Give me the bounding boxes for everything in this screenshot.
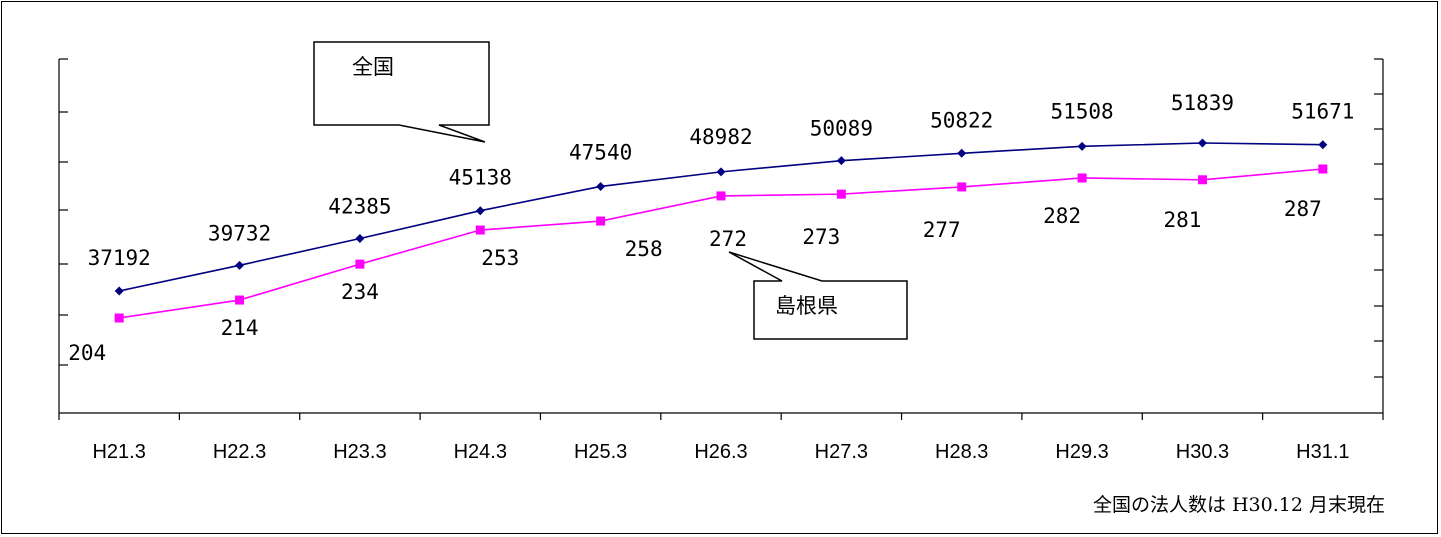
national-point — [1077, 141, 1087, 151]
data-label: 214 — [221, 316, 259, 340]
national-point — [355, 234, 365, 244]
series-line-national — [119, 142, 1323, 292]
x-tick-label: H24.3 — [454, 441, 507, 463]
x-tick-label: H26.3 — [694, 441, 747, 463]
data-label: 281 — [1163, 208, 1201, 232]
shimane-point — [1077, 173, 1087, 183]
data-label: 48982 — [689, 125, 752, 149]
x-tick-label: H25.3 — [574, 441, 627, 463]
national-point — [596, 181, 606, 191]
data-label: 37192 — [88, 246, 151, 270]
data-label: 287 — [1284, 197, 1322, 221]
data-label: 39732 — [208, 221, 271, 245]
x-tick-label: H27.3 — [815, 441, 868, 463]
callout-national-label: 全国 — [352, 55, 394, 79]
national-point — [1318, 140, 1328, 150]
national-point — [957, 148, 967, 158]
shimane-point — [957, 182, 967, 192]
x-tick-label: H21.3 — [92, 441, 145, 463]
data-label: 253 — [481, 246, 519, 270]
data-label: 258 — [625, 237, 663, 261]
shimane-point — [114, 313, 124, 323]
x-tick-label: H29.3 — [1055, 441, 1108, 463]
data-label: 51671 — [1291, 100, 1354, 124]
shimane-point — [475, 225, 485, 235]
shimane-point — [716, 191, 726, 201]
shimane-point — [1197, 175, 1207, 185]
national-point — [1197, 138, 1207, 148]
x-tick-label: H23.3 — [333, 441, 386, 463]
shimane-point — [836, 189, 846, 199]
footnote: 全国の法人数は H30.12 月末現在 — [1092, 494, 1385, 516]
shimane-point — [235, 295, 245, 305]
data-label: 50822 — [930, 108, 993, 132]
callout-shimane-label: 島根県 — [775, 294, 838, 318]
x-tick-label: H28.3 — [935, 441, 988, 463]
national-point — [475, 206, 485, 216]
national-point — [836, 156, 846, 166]
data-label: 45138 — [449, 166, 512, 190]
data-label: 234 — [341, 280, 379, 304]
data-label: 51508 — [1050, 99, 1113, 123]
shimane-point — [596, 216, 606, 226]
shimane-point — [355, 259, 365, 269]
national-point — [716, 167, 726, 177]
national-point — [114, 286, 124, 296]
x-tick-label: H31.1 — [1296, 441, 1349, 463]
x-tick-label: H22.3 — [213, 441, 266, 463]
data-label: 51839 — [1171, 91, 1234, 115]
callout-national-box — [313, 41, 490, 143]
data-label: 277 — [923, 218, 961, 242]
data-label: 282 — [1043, 204, 1081, 228]
data-label: 47540 — [569, 140, 632, 164]
national-point — [235, 260, 245, 270]
data-label: 42385 — [328, 195, 391, 219]
data-label: 204 — [68, 341, 106, 365]
data-label: 272 — [709, 227, 747, 251]
callout-shimane-box — [728, 251, 908, 340]
x-tick-label: H30.3 — [1176, 441, 1229, 463]
data-label: 50089 — [810, 117, 873, 141]
shimane-point — [1318, 164, 1328, 174]
data-label: 273 — [802, 225, 840, 249]
